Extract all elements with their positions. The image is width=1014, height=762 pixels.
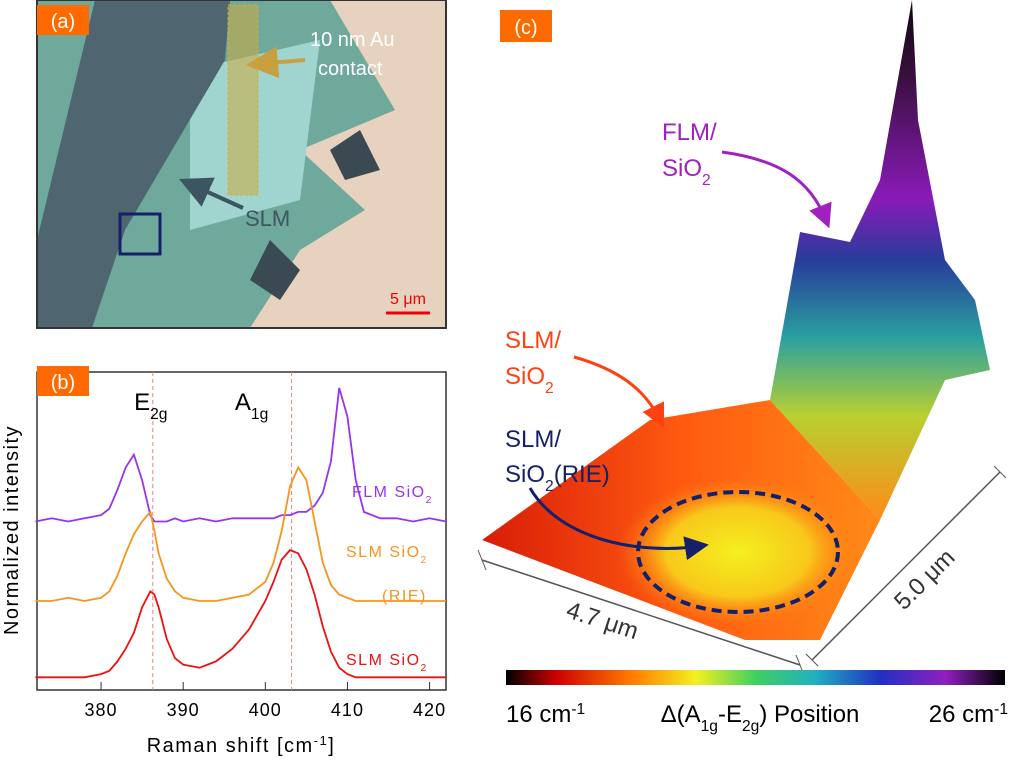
micrograph [36,0,447,329]
x-tick-label: 400 [249,700,282,720]
annotation: SLM [245,206,290,231]
x-tick-label: 380 [85,700,118,720]
reference-label: E2g [134,389,167,423]
annotation: SLM/ [505,327,561,354]
spectrum-line [35,465,446,602]
series-label: SLM SiO2 [346,652,428,674]
surface-plot [477,0,1007,685]
annotation: SiO2 [505,363,554,397]
x-tick-label: 390 [167,700,200,720]
colorbar-max-label: 26 cm-1 [929,701,1008,729]
annotation: SiO2 [662,155,711,189]
x-axis-label: Raman shift [cm-1] [147,733,336,758]
annotation: SLM/ [505,426,561,453]
x-tick-label: 420 [413,700,446,720]
annotation: contact [318,58,383,80]
reference-label: A1g [235,389,268,423]
panel-label: (c) [514,17,537,39]
y-axis-label: Normalized intensity [1,425,23,635]
panel-label: (a) [51,11,75,33]
colorbar-min-label: 16 cm-1 [506,701,585,729]
dimension-label: 4.7 μm [563,597,642,646]
panel-label-box [37,366,89,396]
colorbar-title: Δ(A1g-E2g) Position [661,701,860,735]
x-tick-label: 410 [331,700,364,720]
spectrum-line [35,549,446,679]
panel-label: (b) [51,372,75,394]
annotation: FLM/ [662,119,717,146]
annotation: SiO2(RIE) [505,461,610,495]
annotation: 10 nm Au [310,29,395,51]
spectrum-line [35,387,447,523]
dimension-label: 5.0 μm [889,544,960,615]
scale-bar-label: 5 μm [390,291,426,308]
plot-frame [36,371,447,691]
series-label: FLM SiO2 [352,484,433,506]
series-label: SLM SiO2 (RIE) [346,544,434,605]
